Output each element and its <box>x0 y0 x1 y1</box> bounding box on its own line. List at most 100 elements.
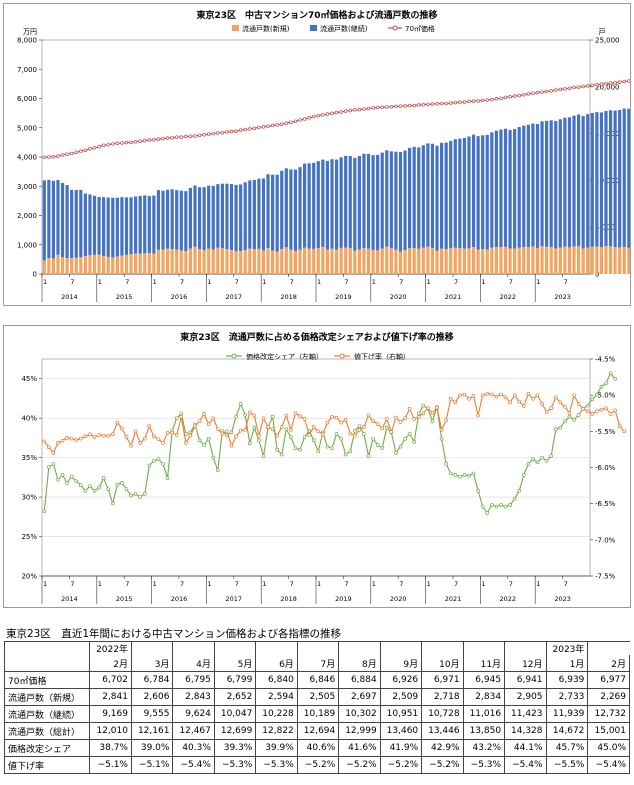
table-cell: 9,624 <box>172 705 215 723</box>
share-point <box>394 451 398 455</box>
bar-new <box>586 247 590 274</box>
bar-new <box>42 260 46 274</box>
rate-point <box>60 438 65 443</box>
price-point <box>430 102 435 106</box>
y-right-tick-label: 25,000 <box>595 37 620 45</box>
price-point <box>234 129 238 134</box>
table-cell: 13,850 <box>462 722 506 740</box>
rate-point <box>69 436 74 441</box>
x-month-label: 1 <box>372 580 376 588</box>
table-cell: −5.4% <box>504 756 547 774</box>
bar-new <box>503 246 508 274</box>
table-row: 価格改定シェア 38.7% 39.0% 40.3% 39.3% 39.9% 40.6% 41.… <box>3 739 630 757</box>
bar-new <box>417 248 421 274</box>
price-point <box>535 90 540 95</box>
share-point <box>129 493 133 498</box>
table-row: 流通戸数（新規） 2,841 2,606 2,843 2,652 2,594 2,505 2,… <box>3 688 630 706</box>
chart-panel-share-rate: 東京23区 流通戸数に占める価格改定シェアおよび値下げ率の推移 価格改定シェア（… <box>3 325 631 608</box>
bar-continuing <box>266 174 270 249</box>
rate-point <box>74 438 79 442</box>
price-point <box>389 104 394 109</box>
legend-new-label: 流通戸数(新規) <box>242 24 290 33</box>
bar-continuing <box>362 153 366 248</box>
bar-new <box>293 250 298 274</box>
rate-point <box>334 415 339 420</box>
price-point <box>156 137 161 141</box>
bar-continuing <box>376 154 380 251</box>
rate-point <box>115 420 120 425</box>
bar-continuing <box>188 187 193 249</box>
rate-point <box>110 432 115 437</box>
share-point <box>462 473 467 477</box>
bar-continuing <box>175 190 179 250</box>
rate-point <box>604 406 608 411</box>
x-month-label: 7 <box>454 580 458 588</box>
table-row: 70㎡価格 6,702 6,784 6,795 6,799 6,840 6,846 6,884… <box>3 671 630 689</box>
bar-new <box>302 247 307 274</box>
rate-point <box>147 424 152 429</box>
x-month-label: 7 <box>564 278 568 286</box>
bar-continuing <box>243 182 247 251</box>
table-cell: 38.7% <box>89 739 132 757</box>
price-point <box>485 98 490 102</box>
rate-point <box>435 405 439 410</box>
price-point <box>599 82 604 86</box>
rate-point <box>494 394 499 399</box>
price-point <box>124 140 129 145</box>
bar-continuing <box>51 180 56 259</box>
rate-point <box>608 412 613 416</box>
rate-point <box>439 428 444 432</box>
table-cell: 12,699 <box>213 722 257 740</box>
x-month-label: 7 <box>125 278 129 286</box>
share-point <box>521 473 526 477</box>
share-point <box>590 397 595 402</box>
rate-point <box>462 392 467 397</box>
rate-point <box>129 443 133 448</box>
bar-new <box>613 247 617 274</box>
price-point <box>371 106 375 110</box>
price-point <box>238 128 243 132</box>
price-point <box>120 141 124 145</box>
bar-continuing <box>252 180 256 250</box>
rate-point <box>444 418 448 423</box>
y-right-tick-label: 0 <box>595 271 599 279</box>
rate-point <box>467 396 471 401</box>
table-row-label: 値下げ率 <box>3 756 91 774</box>
x-year-label: 2017 <box>226 293 243 301</box>
bar-new <box>408 248 412 274</box>
rate-point <box>416 415 421 419</box>
table-cell: 11,423 <box>504 705 547 723</box>
price-point <box>526 92 531 96</box>
table-cell: 9,169 <box>89 705 132 723</box>
share-point <box>289 435 293 439</box>
price-point <box>330 111 334 116</box>
table-cell: 2,594 <box>255 688 298 706</box>
bar-new <box>298 249 302 274</box>
price-point <box>343 109 348 113</box>
x-month-label: 1 <box>43 278 47 286</box>
table-cell: 2,697 <box>338 688 381 706</box>
table-cell: 6,941 <box>504 671 547 689</box>
bar-continuing <box>321 159 325 247</box>
rate-point <box>275 433 280 438</box>
rate-point <box>357 428 362 432</box>
bar-new <box>321 246 325 274</box>
rate-point <box>156 437 161 442</box>
share-point <box>594 392 599 397</box>
share-point <box>412 440 417 444</box>
bar-new <box>47 258 51 274</box>
bar-new <box>467 248 471 274</box>
table-cell: −5.3% <box>462 756 506 774</box>
x-month-label: 1 <box>372 278 376 286</box>
price-point <box>56 154 60 158</box>
bar-continuing <box>143 195 147 254</box>
share-point <box>74 479 79 484</box>
bar-new <box>170 249 174 274</box>
bar-continuing <box>344 155 348 248</box>
x-year-label: 2019 <box>335 595 352 603</box>
share-point <box>526 462 531 466</box>
table-year-cell <box>130 641 173 655</box>
x-year-label: 2017 <box>226 595 243 603</box>
y-left-tick-label: 1,000 <box>17 241 37 249</box>
share-point <box>152 458 156 463</box>
